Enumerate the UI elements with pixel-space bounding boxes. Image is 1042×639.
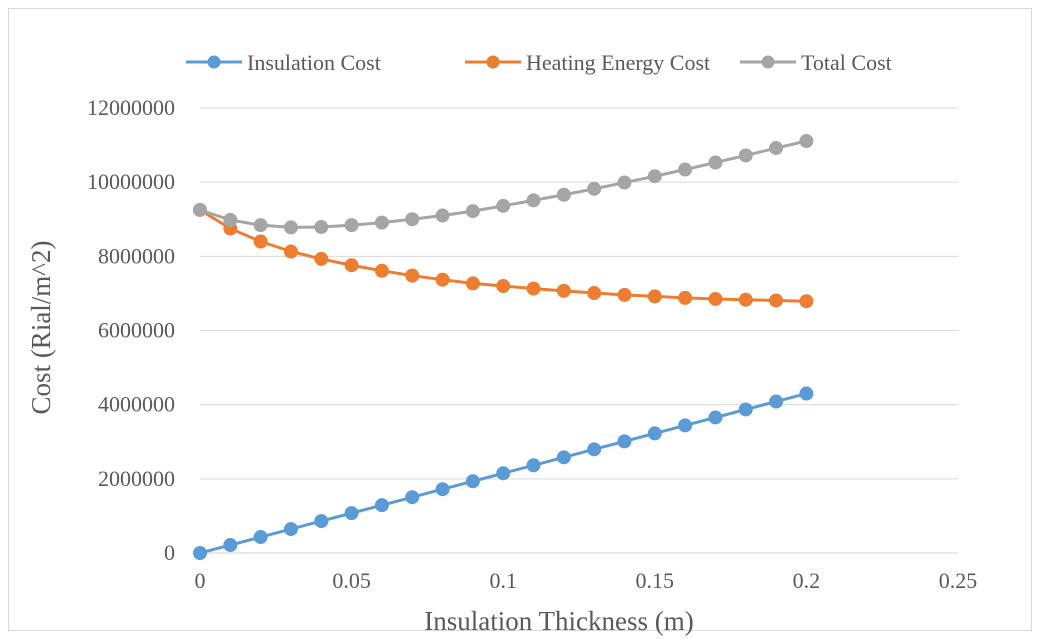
data-point	[223, 212, 238, 227]
data-point	[587, 442, 602, 457]
data-point	[708, 291, 723, 306]
data-point	[678, 418, 693, 433]
data-point	[738, 148, 753, 163]
series-insulation-cost	[193, 386, 814, 560]
data-point	[647, 289, 662, 304]
y-axis-title: Cost (Rial/m^2)	[26, 241, 56, 415]
data-point	[526, 193, 541, 208]
legend-marker	[207, 55, 221, 69]
y-tick-label: 10000000	[87, 169, 175, 194]
data-point	[405, 268, 420, 283]
data-point	[587, 181, 602, 196]
y-axis-tick-labels: 0 2000000 4000000 6000000 8000000 10000000 120…	[87, 95, 175, 565]
data-point	[344, 258, 359, 273]
data-point	[708, 155, 723, 170]
legend-marker	[761, 55, 775, 69]
legend-item: Heating Energy Cost	[465, 50, 710, 75]
data-point	[526, 458, 541, 473]
data-point	[435, 482, 450, 497]
data-point	[465, 474, 480, 489]
data-point	[647, 169, 662, 184]
data-point	[344, 218, 359, 233]
data-point	[799, 386, 814, 401]
data-point	[405, 212, 420, 227]
data-point	[587, 286, 602, 301]
data-point	[253, 218, 268, 233]
legend-marker	[486, 55, 500, 69]
data-point	[647, 426, 662, 441]
series-line	[199, 139, 807, 229]
y-tick-label: 0	[164, 540, 175, 565]
data-point	[314, 514, 329, 529]
data-point	[465, 204, 480, 219]
data-point	[283, 220, 298, 235]
x-tick-label: 0	[195, 568, 206, 593]
data-point	[374, 263, 389, 278]
gridlines	[200, 107, 958, 480]
data-point	[556, 283, 571, 298]
data-point	[465, 276, 480, 291]
data-point	[617, 434, 632, 449]
legend-label: Insulation Cost	[247, 50, 381, 75]
x-tick-label: 0.25	[939, 568, 978, 593]
y-tick-label: 4000000	[98, 392, 175, 417]
data-point	[283, 244, 298, 259]
y-tick-label: 12000000	[87, 95, 175, 120]
y-tick-label: 8000000	[98, 243, 175, 268]
legend: Insulation Cost Heating Energy Cost Total …	[186, 50, 892, 75]
data-point	[253, 234, 268, 249]
data-point	[314, 251, 329, 266]
data-point	[253, 530, 268, 545]
data-point	[678, 290, 693, 305]
data-point	[708, 410, 723, 425]
legend-label: Total Cost	[801, 50, 892, 75]
series-total-cost	[193, 134, 814, 235]
data-point	[435, 272, 450, 287]
data-point	[556, 450, 571, 465]
data-point	[405, 490, 420, 505]
data-point	[223, 538, 238, 553]
x-tick-label: 0.1	[489, 568, 517, 593]
data-point	[556, 187, 571, 202]
data-point	[193, 202, 207, 217]
chart-area	[8, 8, 1032, 631]
data-point	[738, 402, 753, 417]
x-tick-label: 0.15	[636, 568, 675, 593]
series-layer	[193, 134, 814, 560]
data-point	[738, 292, 753, 307]
legend-label: Heating Energy Cost	[526, 50, 710, 75]
x-tick-label: 0.2	[793, 568, 821, 593]
data-point	[496, 466, 511, 481]
y-tick-label: 2000000	[98, 466, 175, 491]
x-axis-title: Insulation Thickness (m)	[424, 606, 693, 636]
data-point	[769, 141, 784, 156]
y-tick-label: 6000000	[98, 318, 175, 343]
data-point	[374, 498, 389, 513]
data-point	[193, 546, 207, 560]
series-heating-energy-cost	[193, 202, 814, 309]
x-tick-label: 0.05	[332, 568, 371, 593]
data-point	[799, 294, 814, 309]
x-axis-tick-labels: 0 0.05 0.1 0.15 0.2 0.25	[195, 568, 978, 593]
data-point	[799, 134, 814, 149]
data-point	[769, 293, 784, 308]
data-point	[769, 394, 784, 409]
legend-item: Total Cost	[740, 50, 892, 75]
data-point	[314, 220, 329, 235]
data-point	[374, 215, 389, 230]
data-point	[496, 279, 511, 293]
data-point	[344, 506, 359, 521]
data-point	[496, 198, 511, 213]
data-point	[435, 208, 450, 223]
data-point	[617, 175, 632, 190]
legend-item: Insulation Cost	[186, 50, 381, 75]
data-point	[678, 162, 693, 177]
data-point	[617, 287, 632, 302]
data-point	[283, 522, 298, 537]
data-point	[526, 281, 541, 296]
